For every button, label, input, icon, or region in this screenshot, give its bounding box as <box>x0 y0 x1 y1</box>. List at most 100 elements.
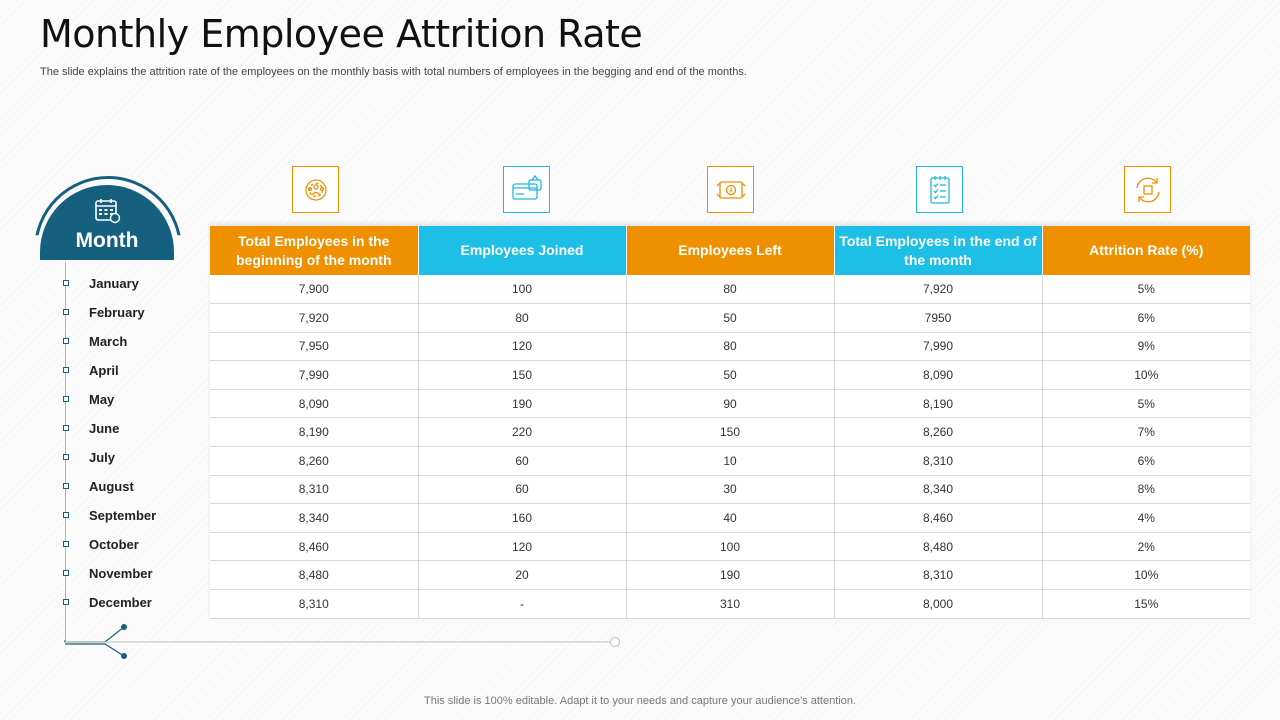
col-header-joined: Employees Joined <box>418 226 627 275</box>
table-cell: 80 <box>626 332 835 362</box>
month-item: March <box>60 327 156 356</box>
table-cell: 190 <box>626 560 835 591</box>
table-cell: 8,460 <box>834 503 1043 533</box>
table-cell: 8,310 <box>210 475 419 505</box>
table-cell: 7,920 <box>210 303 419 333</box>
month-item: November <box>60 559 156 588</box>
table-cell: 8,480 <box>210 560 419 591</box>
table-cell: 150 <box>626 417 835 448</box>
table-cell: 50 <box>626 303 835 333</box>
checklist-icon <box>916 166 963 213</box>
table-row: 8,090 190 90 8,190 5% <box>210 389 1250 419</box>
month-item: October <box>60 530 156 559</box>
table-cell: 160 <box>418 503 627 533</box>
table-cell: 220 <box>418 417 627 448</box>
table-cell: 7% <box>1042 417 1250 448</box>
table-cell: 8,340 <box>834 475 1043 505</box>
month-item: April <box>60 356 156 385</box>
table-cell: 15% <box>1042 589 1250 619</box>
table-cell: 8,340 <box>210 503 419 533</box>
col-header-end: Total Employees in the end of the month <box>834 226 1043 275</box>
table-cell: 8,260 <box>210 446 419 476</box>
table-cell: 8,310 <box>834 560 1043 591</box>
table-cell: 8,260 <box>834 417 1043 448</box>
table-cell: 6% <box>1042 303 1250 333</box>
table-row: 8,340 160 40 8,460 4% <box>210 503 1250 533</box>
table-cell: 10% <box>1042 560 1250 591</box>
table-cell: 8,190 <box>210 417 419 448</box>
table-cell: 7,900 <box>210 275 419 305</box>
table-cell: 8,190 <box>834 389 1043 419</box>
table-cell: 150 <box>418 360 627 390</box>
month-item: February <box>60 298 156 327</box>
table-cell: 7950 <box>834 303 1043 333</box>
table-cell: 40 <box>626 503 835 533</box>
table-cell: 310 <box>626 589 835 619</box>
month-item: June <box>60 414 156 443</box>
credit-card-icon <box>503 166 550 213</box>
table-cell: - <box>418 589 627 619</box>
table-cell: 8,310 <box>210 589 419 619</box>
table-cell: 8,460 <box>210 532 419 562</box>
table-cell: 4% <box>1042 503 1250 533</box>
month-item: December <box>60 588 156 617</box>
table-cell: 30 <box>626 475 835 505</box>
month-item: July <box>60 443 156 472</box>
col-header-beginning: Total Employees in the beginning of the … <box>210 226 419 275</box>
col-header-left: Employees Left <box>626 226 835 275</box>
table-row: 8,190 220 150 8,260 7% <box>210 417 1250 448</box>
table-header-row: Total Employees in the beginning of the … <box>210 226 1250 275</box>
table-row: 7,950 120 80 7,990 9% <box>210 332 1250 362</box>
table-cell: 8,090 <box>834 360 1043 390</box>
table-cell: 60 <box>418 475 627 505</box>
table-cell: 50 <box>626 360 835 390</box>
table-cell: 9% <box>1042 332 1250 362</box>
footer-note: This slide is 100% editable. Adapt it to… <box>424 695 856 707</box>
table-cell: 100 <box>626 532 835 562</box>
table-cell: 5% <box>1042 389 1250 419</box>
refresh-cycle-icon <box>1124 166 1171 213</box>
table-row: 7,920 80 50 7950 6% <box>210 303 1250 333</box>
gear-group-icon <box>292 166 339 213</box>
timeline-line <box>65 262 66 640</box>
table-row: 8,460 120 100 8,480 2% <box>210 532 1250 562</box>
table-cell: 6% <box>1042 446 1250 476</box>
table-cell: 8,000 <box>834 589 1043 619</box>
table-cell: 10% <box>1042 360 1250 390</box>
month-list: January February March April May June Ju… <box>60 269 156 617</box>
table-row: 8,260 60 10 8,310 6% <box>210 446 1250 476</box>
table-cell: 120 <box>418 332 627 362</box>
table-cell: 90 <box>626 389 835 419</box>
table-cell: 120 <box>418 532 627 562</box>
calendar-icon <box>95 199 121 224</box>
table-cell: 8% <box>1042 475 1250 505</box>
table-cell: 80 <box>626 275 835 305</box>
table-row: 8,310 60 30 8,340 8% <box>210 475 1250 505</box>
month-item: May <box>60 385 156 414</box>
table-cell: 10 <box>626 446 835 476</box>
month-item: September <box>60 501 156 530</box>
table-cell: 190 <box>418 389 627 419</box>
table-cell: 8,480 <box>834 532 1043 562</box>
table-row: 7,900 100 80 7,920 5% <box>210 275 1250 305</box>
page-title: Monthly Employee Attrition Rate <box>40 12 643 56</box>
table-cell: 5% <box>1042 275 1250 305</box>
col-header-attrition: Attrition Rate (%) <box>1042 226 1250 275</box>
circuit-connector <box>64 624 620 659</box>
table-cell: 100 <box>418 275 627 305</box>
table-cell: 2% <box>1042 532 1250 562</box>
table-cell: 7,950 <box>210 332 419 362</box>
table-row: 8,310-310 8,000 15% <box>210 589 1250 619</box>
month-item: August <box>60 472 156 501</box>
table-cell: 7,920 <box>834 275 1043 305</box>
month-badge-label: Month <box>75 229 139 252</box>
month-item: January <box>60 269 156 298</box>
attrition-table: Total Employees in the beginning of the … <box>210 226 1250 619</box>
table-cell: 7,990 <box>210 360 419 390</box>
table-cell: 80 <box>418 303 627 333</box>
money-transfer-icon <box>707 166 754 213</box>
table-row: 8,480 20 190 8,310 10% <box>210 560 1250 591</box>
page-subtitle: The slide explains the attrition rate of… <box>40 66 747 78</box>
table-cell: 8,090 <box>210 389 419 419</box>
table-cell: 20 <box>418 560 627 591</box>
